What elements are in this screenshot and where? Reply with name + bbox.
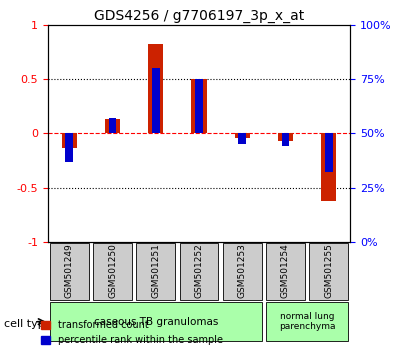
Bar <box>278 133 293 141</box>
Bar <box>238 133 246 144</box>
FancyBboxPatch shape <box>266 302 348 341</box>
Bar <box>321 133 336 201</box>
Text: normal lung
parenchyma: normal lung parenchyma <box>279 312 335 331</box>
Text: GSM501249: GSM501249 <box>65 244 74 298</box>
Legend: transformed count, percentile rank within the sample: transformed count, percentile rank withi… <box>37 316 227 349</box>
Bar <box>235 133 250 138</box>
Bar <box>195 79 203 133</box>
Text: GSM501253: GSM501253 <box>238 244 247 298</box>
Text: caseous TB granulomas: caseous TB granulomas <box>94 317 218 327</box>
Bar <box>66 133 73 162</box>
Text: cell type: cell type <box>4 319 52 329</box>
FancyBboxPatch shape <box>179 243 219 300</box>
FancyBboxPatch shape <box>309 243 348 300</box>
FancyBboxPatch shape <box>93 243 132 300</box>
Text: GDS4256 / g7706197_3p_x_at: GDS4256 / g7706197_3p_x_at <box>94 9 304 23</box>
Text: GSM501252: GSM501252 <box>195 244 203 298</box>
Bar <box>191 79 207 133</box>
Bar <box>62 133 77 148</box>
Text: GSM501255: GSM501255 <box>324 244 333 298</box>
Bar <box>148 44 163 133</box>
Text: GSM501254: GSM501254 <box>281 244 290 298</box>
Bar <box>152 68 160 133</box>
FancyBboxPatch shape <box>50 302 261 341</box>
FancyBboxPatch shape <box>50 243 89 300</box>
Bar <box>105 119 120 133</box>
Text: GSM501251: GSM501251 <box>151 244 160 298</box>
FancyBboxPatch shape <box>137 243 175 300</box>
FancyBboxPatch shape <box>223 243 261 300</box>
FancyBboxPatch shape <box>266 243 305 300</box>
Bar <box>325 133 332 172</box>
Bar <box>281 133 289 147</box>
Text: GSM501250: GSM501250 <box>108 244 117 298</box>
Bar <box>109 118 117 133</box>
